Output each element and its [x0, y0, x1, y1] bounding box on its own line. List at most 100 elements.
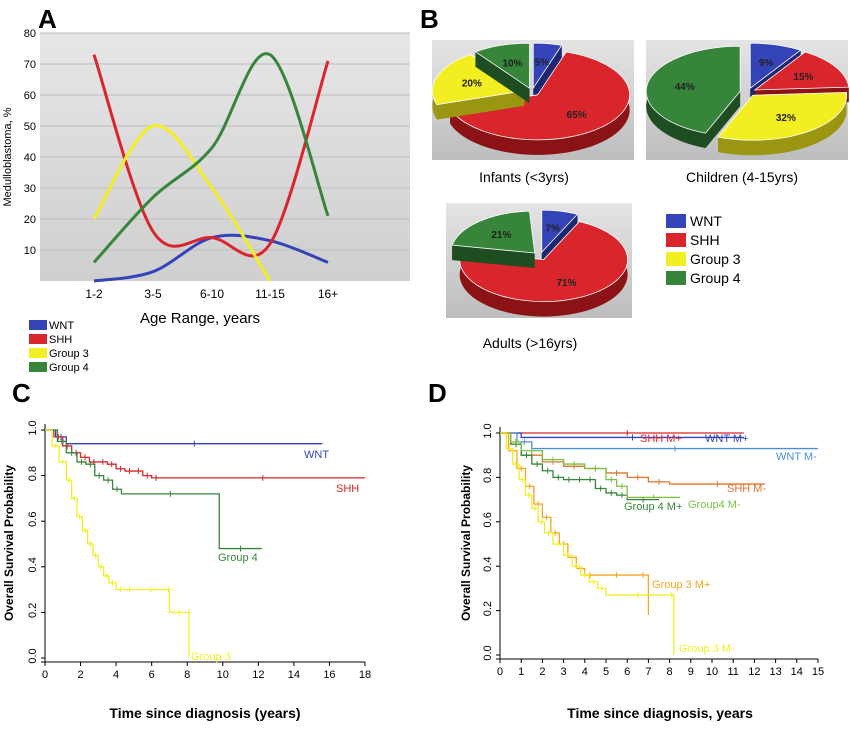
pie-slice-label: 20%	[462, 78, 482, 89]
x-tick-label: 8	[667, 666, 673, 678]
curve-label-shh-m: SHH M-	[727, 483, 766, 495]
x-tick-label: 0	[42, 669, 48, 681]
pie-slice-group-3	[717, 91, 848, 141]
panel-letter-d: D	[428, 378, 447, 408]
pie-slice-label: 44%	[675, 82, 695, 93]
legend-swatch-shh	[29, 334, 47, 344]
km-curve-group-4	[45, 429, 262, 550]
pie-slice-side	[436, 54, 525, 120]
curve-label-group-3-m: Group 3 M+	[652, 579, 710, 591]
curve-label-group-4-m: Group 4 M+	[624, 501, 682, 513]
x-tick-label: 4	[113, 669, 119, 681]
legend-swatch-wnt	[666, 214, 686, 228]
pie-slice-label: 15%	[793, 72, 813, 83]
x-tick-label: 1	[518, 666, 524, 678]
legend-label-wnt: WNT	[49, 320, 74, 332]
pie-children-label: Children (4-15yrs)	[686, 169, 798, 185]
panel-c-km-plot: 0.0 0.2 0.4 0.6 0.8 1.0 0 2 4 6 8 10 12 14 16 18 WNT SHH…	[2, 420, 371, 721]
km-curve-group-3	[45, 429, 190, 658]
pie-slice-group-4	[645, 45, 741, 134]
panel-letter-b: B	[420, 4, 439, 34]
y-tick-label: 0.4	[27, 557, 39, 572]
pie-slice-side	[754, 51, 849, 105]
legend-label-group-4: Group 4	[690, 270, 741, 286]
y-tick-label: 0.0	[27, 648, 39, 663]
y-tick-label: 60	[24, 90, 36, 102]
legend-swatch-shh	[666, 233, 686, 247]
pie-adults-label: Adults (>16yrs)	[483, 335, 578, 351]
x-tick-label: 2	[77, 669, 83, 681]
x-tick-label: 1-2	[85, 287, 103, 301]
x-tick-label: 6	[149, 669, 155, 681]
legend-label-shh: SHH	[49, 334, 72, 346]
y-tick-label: 0.2	[27, 603, 39, 618]
x-tick-label: 15	[812, 666, 824, 678]
curve-label-group-3-m: Group 3 M-	[679, 643, 735, 655]
pie-slice-shh	[459, 221, 628, 302]
pie-slice-side	[705, 46, 741, 149]
x-tick-label: 10	[706, 666, 718, 678]
x-tick-label: 2	[539, 666, 545, 678]
x-tick-label: 9	[688, 666, 694, 678]
y-tick-label: 40	[24, 152, 36, 164]
pie-slice-label: 9%	[759, 58, 774, 69]
panel-b-pies: 5% 65% 20% 10% 9% 15% 32% 44% 7% 71% 21% Infants (…	[432, 40, 850, 351]
km-curve-shh	[45, 429, 365, 479]
pie-slice-group-4	[451, 210, 536, 254]
panel-b-legend: WNT SHH Group 3 Group 4	[666, 213, 741, 286]
y-tick-label: 0.0	[482, 645, 494, 660]
x-tick-label: 7	[645, 666, 651, 678]
y-tick-label: 70	[24, 59, 36, 71]
x-tick-label: 11	[727, 666, 738, 678]
curve-label-shh-m: SHH M+	[640, 433, 682, 445]
pie-slice-label: 7%	[546, 224, 561, 235]
legend-label-shh: SHH	[690, 232, 720, 248]
panel-a-legend: WNT SHH Group 3 Group 4	[29, 320, 89, 374]
pie-slice-label: 21%	[491, 230, 511, 241]
x-tick-label: 6-10	[200, 287, 224, 301]
curve-label-wnt: WNT	[304, 449, 329, 461]
legend-swatch-group-3	[666, 252, 686, 266]
legend-label-group-3: Group 3	[49, 348, 89, 360]
panel-a-chart: 10 20 30 40 50 60 70 80 1-2 3-5 6-10 11-15 16+ Medu…	[2, 28, 410, 374]
panel-c-y-axis-label: Overall Survival Probability	[2, 465, 16, 621]
panel-letter-c: C	[12, 378, 31, 408]
x-tick-label: 16+	[318, 287, 338, 301]
panel-a-y-axis-label: Medulloblastoma, %	[2, 107, 14, 206]
curve-label-group4-m: Group4 M-	[688, 499, 741, 511]
pie-slice-label: 71%	[557, 278, 577, 289]
y-tick-label: 0.6	[482, 512, 494, 527]
x-tick-label: 14	[288, 669, 300, 681]
series-line-group-3	[92, 124, 272, 282]
y-tick-label: 0.2	[482, 601, 494, 616]
x-tick-label: 13	[769, 666, 781, 678]
pie-1: 9% 15% 32% 44%	[645, 42, 850, 156]
x-tick-label: 6	[624, 666, 630, 678]
pie-0: 5% 65% 20% 10%	[432, 42, 631, 155]
x-tick-label: 18	[359, 669, 371, 681]
legend-label-wnt: WNT	[690, 213, 722, 229]
pie-slice-wnt	[532, 42, 563, 90]
y-tick-label: 1.0	[27, 420, 39, 435]
y-tick-label: 30	[24, 183, 36, 195]
pie-slice-shh	[753, 51, 850, 91]
y-tick-label: 10	[24, 245, 36, 257]
curve-label-group-3: Group 3	[191, 651, 231, 663]
curve-label-wnt-m: WNT M-	[776, 451, 817, 463]
panel-letter-a: A	[38, 4, 57, 34]
x-tick-label: 0	[497, 666, 503, 678]
x-tick-label: 16	[323, 669, 335, 681]
km-curve-group-3-m	[500, 432, 650, 616]
y-tick-label: 50	[24, 121, 36, 133]
pie-2: 7% 71% 21%	[451, 209, 628, 317]
series-line-shh	[92, 54, 330, 258]
km-curve-group-4-m	[500, 432, 659, 501]
pie-slice-edge	[718, 92, 847, 156]
x-tick-label: 8	[184, 669, 190, 681]
pie-slice-group-4	[474, 42, 530, 89]
pie-slice-wnt	[541, 209, 579, 254]
series-line-group-4	[92, 52, 330, 264]
y-tick-label: 0.4	[482, 557, 494, 572]
y-tick-label: 0.8	[27, 466, 39, 481]
